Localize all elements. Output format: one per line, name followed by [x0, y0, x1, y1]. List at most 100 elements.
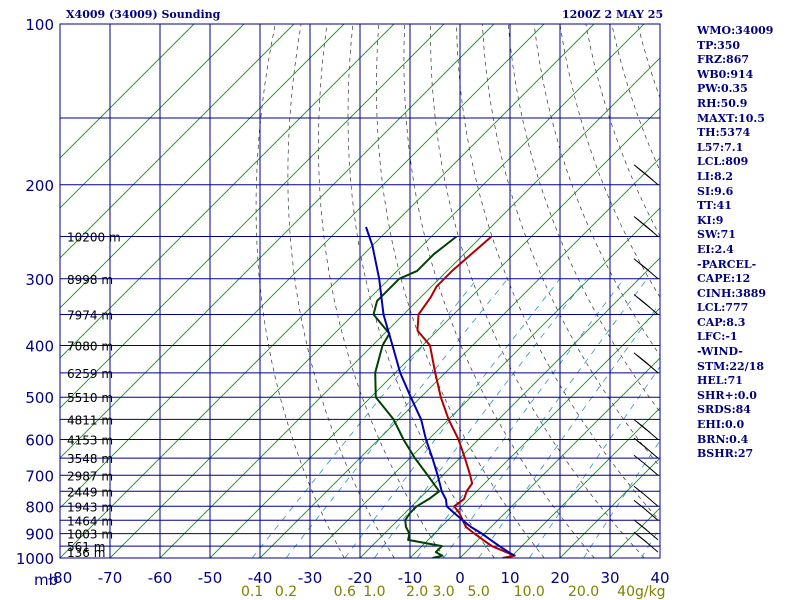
- stat-item: TH:5374: [697, 126, 751, 140]
- isotherm-line: [60, 24, 195, 159]
- wind-barb-feather: [639, 357, 651, 367]
- wind-barb-feather: [642, 171, 654, 181]
- height-label: 561 m: [67, 540, 105, 554]
- plot-area: [60, 24, 800, 558]
- wind-barb-shaft: [643, 507, 659, 521]
- height-label: 3548 m: [67, 452, 113, 466]
- height-label: 4811 m: [67, 413, 113, 427]
- dry-adiabat: [456, 24, 660, 522]
- stat-item: STM:22/18: [697, 359, 764, 373]
- height-label: 2449 m: [67, 485, 113, 499]
- height-label: 8998 m: [67, 273, 113, 287]
- isotherm-line: [409, 307, 660, 558]
- temperature-tick-label: -50: [198, 569, 223, 587]
- station-title: X4009 (34009) Sounding: [66, 8, 221, 21]
- stat-item: EI:2.4: [697, 242, 734, 256]
- isotherm-line: [109, 24, 645, 558]
- height-label: 5510 m: [67, 391, 113, 405]
- height-label: 136 m: [67, 546, 105, 560]
- stat-item: CAPE:12: [697, 272, 751, 286]
- dry-adiabat: [403, 24, 595, 558]
- wind-barb-feather: [639, 424, 651, 433]
- isotherm-line: [60, 24, 595, 558]
- parcel-trace: [365, 226, 516, 557]
- stat-item: TP:350: [697, 38, 741, 52]
- height-label: 1943 m: [67, 500, 113, 514]
- temperature-tick-label: 0: [455, 569, 465, 587]
- temperature-trace: [416, 235, 516, 558]
- stat-item: HEL:71: [697, 374, 743, 388]
- stat-item: EHI:0.0: [697, 418, 745, 432]
- stats-panel: WMO:34009 TP:350 FRZ:867 WB0:914 PW:0.35 RH:5…: [697, 24, 773, 462]
- stat-item: BSHR:27: [697, 447, 754, 461]
- mixing-ratio-label: 0.1: [241, 584, 263, 600]
- temperature-tick-label: 20: [550, 569, 569, 587]
- wind-barb-feather: [639, 263, 651, 273]
- stat-item: SW:71: [697, 228, 736, 242]
- isotherm-line: [60, 24, 395, 359]
- temperature-tick-label: -60: [148, 569, 173, 587]
- valid-time: 1200Z 2 MAY 25: [562, 8, 664, 21]
- height-label: 6259 m: [67, 367, 113, 381]
- temperature-tick-label: 10: [500, 569, 519, 587]
- isotherm-line: [509, 407, 660, 558]
- temperature-tick-label: 40: [650, 569, 669, 587]
- mixing-ratio-label: 3.0: [432, 584, 454, 600]
- dry-adiabat: [347, 24, 495, 558]
- wind-barb-feather: [636, 534, 648, 544]
- mixing-ratio-label: 40g/kg: [617, 584, 665, 600]
- mixing-ratio-line: [251, 278, 478, 558]
- isotherm-line: [359, 257, 660, 558]
- pressure-tick-label: 500: [25, 389, 54, 407]
- plot-border: [59, 23, 661, 559]
- height-label: 7080 m: [67, 340, 113, 354]
- isotherm-line: [60, 24, 295, 259]
- stat-item: CAP:8.3: [697, 315, 746, 329]
- pressure-tick-label: 900: [25, 526, 54, 544]
- stat-item: -PARCEL-: [697, 257, 757, 271]
- stat-item: SHR+:0.0: [697, 388, 757, 402]
- stat-item: MAXT:10.5: [697, 111, 765, 125]
- temperature-tick-label: -70: [98, 569, 123, 587]
- mixing-ratio-label: 5.0: [467, 584, 489, 600]
- isotherm-line: [209, 107, 660, 558]
- wind-barb-feather: [636, 440, 648, 449]
- isotherm-line: [60, 24, 345, 309]
- wind-barb-feather: [633, 454, 645, 464]
- isotherm-line: [60, 24, 495, 459]
- stat-item: SI:9.6: [697, 184, 734, 198]
- mixing-ratio-line: [528, 366, 660, 558]
- height-label: 10200 m: [67, 230, 121, 244]
- isotherm-line: [60, 24, 445, 409]
- temperature-tick-label: -20: [348, 569, 373, 587]
- stat-item: CINH:3889: [697, 286, 767, 300]
- pressure-tick-label: 300: [25, 271, 54, 289]
- stat-item: TT:41: [697, 199, 732, 213]
- temperature-tick-label: -10: [398, 569, 423, 587]
- mixing-ratio-label: 1.0: [363, 584, 385, 600]
- pressure-tick-label: 800: [25, 498, 54, 516]
- mixing-ratio-label: 2.0: [406, 584, 428, 600]
- pressure-tick-label: 200: [25, 177, 54, 195]
- stat-item: -WIND-: [697, 345, 743, 359]
- temperature-tick-label: -80: [48, 569, 73, 587]
- stat-item: WB0:914: [697, 67, 754, 81]
- wind-barb-feather: [636, 522, 648, 531]
- pressure-tick-label: 600: [25, 432, 54, 450]
- stat-item: LFC:-1: [697, 330, 738, 344]
- height-label: 1464 m: [67, 514, 113, 528]
- stat-item: BRN:0.4: [697, 432, 749, 446]
- isotherm-line: [60, 24, 245, 209]
- temperature-tick-label: -40: [248, 569, 273, 587]
- isotherm-line: [259, 157, 660, 558]
- dry-adiabat: [793, 24, 800, 558]
- pressure-tick-label: 1000: [16, 550, 54, 568]
- stat-item: LCL:777: [697, 301, 749, 315]
- stat-item: KI:9: [697, 213, 724, 227]
- stat-item: FRZ:867: [697, 53, 750, 67]
- height-label: 2987 m: [67, 469, 113, 483]
- wind-barb-feather: [633, 499, 645, 509]
- dry-adiabat: [430, 24, 645, 558]
- temperature-tick-label: 30: [600, 569, 619, 587]
